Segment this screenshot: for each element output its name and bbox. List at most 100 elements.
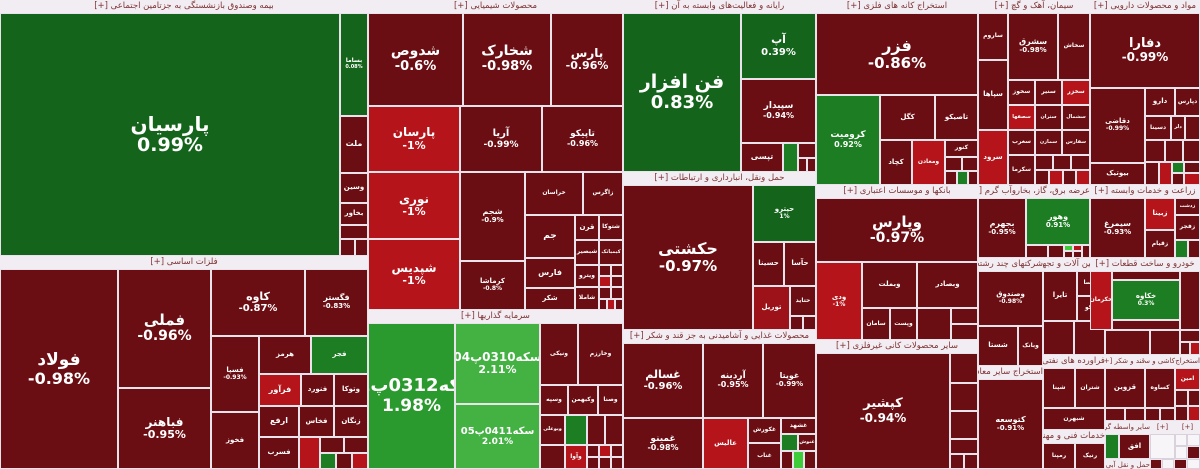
sector-header-28[interactable]: سرمایه گذاریها [+]: [368, 310, 623, 323]
sector-header-24[interactable]: [+]: [1175, 421, 1200, 434]
stock-tile[interactable]: [599, 265, 611, 276]
stock-tile[interactable]: [951, 308, 978, 324]
stock-tile-شدوص[interactable]: شدوص -0.6%: [368, 13, 463, 106]
stock-tile[interactable]: [320, 437, 344, 453]
stock-tile[interactable]: [964, 454, 978, 469]
stock-tile-ونیکی[interactable]: ونیکی: [540, 323, 578, 385]
sector-header-11[interactable]: شرکتهای چند رشته ای صنعتی [+]: [978, 258, 1043, 271]
stock-tile[interactable]: [1076, 170, 1090, 185]
stock-tile-پارسان[interactable]: پارسان -1%: [368, 106, 460, 172]
stock-tile-سپیدار[interactable]: سپیدار -0.94%: [741, 79, 816, 143]
stock-tile[interactable]: [1188, 240, 1200, 258]
stock-tile[interactable]: [607, 299, 615, 310]
stock-tile[interactable]: [611, 457, 623, 469]
stock-tile-وپست[interactable]: وپست: [890, 308, 917, 340]
stock-tile[interactable]: [1183, 140, 1200, 162]
stock-tile[interactable]: [1063, 170, 1076, 185]
stock-tile-فسرب[interactable]: فسرب: [259, 437, 299, 469]
sector-header-25[interactable]: حمل و نقل آبی [+]: [1105, 459, 1150, 469]
stock-tile[interactable]: [1188, 390, 1200, 406]
stock-tile[interactable]: [1150, 459, 1162, 469]
stock-tile-شبصیر[interactable]: شبصیر: [575, 240, 599, 265]
stock-tile-خراسان[interactable]: خراسان: [525, 172, 583, 215]
stock-tile[interactable]: [340, 225, 368, 239]
stock-tile-ودی[interactable]: ودی -1%: [816, 262, 862, 340]
stock-tile[interactable]: [781, 434, 798, 451]
sector-header-15[interactable]: استخراج سایر معادن [+]: [978, 366, 1043, 379]
stock-tile[interactable]: [1112, 271, 1180, 280]
stock-tile[interactable]: [615, 299, 623, 310]
stock-tile[interactable]: [1185, 116, 1200, 140]
stock-tile[interactable]: [1187, 459, 1200, 469]
stock-tile-بیوتیک[interactable]: بیوتیک: [1090, 163, 1145, 185]
stock-tile[interactable]: [1187, 446, 1200, 459]
stock-tile[interactable]: [1049, 170, 1063, 185]
stock-tile-افق[interactable]: افق: [1119, 434, 1150, 459]
stock-tile-کپشیر[interactable]: کپشیر -0.94%: [816, 353, 950, 469]
stock-tile-غمینو[interactable]: غمینو -0.98%: [623, 418, 703, 469]
stock-tile-حپترو[interactable]: حپترو 1%: [753, 185, 816, 242]
stock-tile-وبملت[interactable]: وبملت: [862, 262, 917, 308]
stock-tile[interactable]: [611, 445, 623, 457]
stock-tile[interactable]: [950, 454, 964, 469]
sector-header-10[interactable]: زراعت و خدمات وابسته [+]: [1090, 185, 1200, 198]
stock-tile[interactable]: [1048, 245, 1064, 258]
stock-tile[interactable]: [950, 353, 978, 383]
stock-tile-وخارزم[interactable]: وخارزم: [578, 323, 623, 385]
stock-tile-شاملا[interactable]: شاملا: [575, 287, 599, 310]
sector-header-27[interactable]: محصولات غذایی و آشامیدنی به جز قند و شکر…: [623, 330, 816, 343]
stock-tile-حسینا[interactable]: حسینا: [753, 242, 784, 286]
stock-tile-تپسی[interactable]: تپسی: [741, 143, 783, 172]
stock-tile[interactable]: [599, 457, 611, 469]
stock-tile-وپارس[interactable]: وپارس -0.97%: [816, 198, 978, 262]
stock-tile[interactable]: [1184, 173, 1200, 185]
stock-tile[interactable]: [599, 287, 611, 299]
stock-tile-فسپا[interactable]: فسپا -0.93%: [211, 336, 259, 412]
stock-tile[interactable]: [1064, 245, 1073, 251]
stock-tile-زفجر[interactable]: زفجر: [1175, 215, 1200, 240]
stock-tile-ارفع[interactable]: ارفع: [259, 406, 299, 437]
stock-tile-شپنا[interactable]: شپنا: [1043, 368, 1075, 408]
stock-tile-زدشت[interactable]: زدشت: [1175, 198, 1200, 215]
stock-tile-شبهرن[interactable]: شبهرن: [1043, 408, 1105, 430]
stock-tile-سصفها[interactable]: سصفها: [1008, 105, 1035, 130]
stock-tile-غویتا[interactable]: غویتا -0.99%: [763, 343, 816, 418]
stock-tile-کساوه[interactable]: کساوه: [1145, 368, 1175, 408]
stock-tile[interactable]: [1175, 434, 1187, 446]
stock-tile[interactable]: [1074, 321, 1105, 355]
stock-tile-سیمرغ[interactable]: سیمرغ -0.93%: [1090, 198, 1145, 258]
stock-tile[interactable]: [1043, 321, 1074, 355]
stock-tile[interactable]: [1035, 170, 1049, 185]
stock-tile[interactable]: [344, 437, 368, 453]
stock-tile[interactable]: [1026, 245, 1048, 258]
sector-header-7[interactable]: مواد و محصولات دارویی [+]: [1090, 0, 1200, 13]
stock-tile-وصنا[interactable]: وصنا: [598, 385, 623, 415]
stock-tile-توریل[interactable]: توریل: [753, 286, 790, 330]
sector-header-0[interactable]: بیمه وصندوق بازنشستگی به جزتامین اجتماعی…: [0, 0, 368, 13]
stock-tile-سخاش[interactable]: سخاش: [1058, 13, 1090, 80]
stock-tile[interactable]: [1053, 155, 1071, 170]
stock-tile-کگل[interactable]: کگل: [880, 95, 935, 140]
stock-tile-سرود[interactable]: سرود: [978, 130, 1008, 185]
stock-tile-هرمز[interactable]: هرمز: [259, 336, 311, 374]
stock-tile-ویترو[interactable]: ویترو: [575, 265, 599, 287]
stock-tile-فنورد[interactable]: فنورد: [301, 374, 334, 406]
stock-tile[interactable]: [798, 158, 807, 172]
stock-tile[interactable]: [783, 143, 798, 172]
stock-tile[interactable]: [781, 451, 793, 469]
stock-tile-فخاس[interactable]: فخاس: [299, 406, 334, 437]
stock-tile[interactable]: [611, 287, 623, 299]
sector-header-5[interactable]: استخراج کانه های فلزی [+]: [816, 0, 978, 13]
stock-tile-کاوه[interactable]: کاوه -0.87%: [211, 269, 305, 336]
stock-tile[interactable]: [599, 299, 607, 310]
stock-tile-بخاور[interactable]: بخاور: [340, 203, 368, 225]
stock-tile[interactable]: [1159, 162, 1172, 185]
stock-tile-شخارک[interactable]: شخارک -0.98%: [463, 13, 551, 106]
stock-tile[interactable]: [599, 276, 611, 287]
stock-tile[interactable]: [951, 324, 978, 340]
sector-header-17[interactable]: خدمات فنی و مهندسی [+]: [1043, 430, 1105, 443]
stock-tile-رنیک[interactable]: رنیک: [1075, 443, 1105, 469]
stock-tile-وبانک[interactable]: وبانک: [1018, 326, 1043, 366]
stock-tile[interactable]: [1064, 251, 1073, 258]
stock-tile-غناب[interactable]: غناب: [748, 443, 781, 469]
